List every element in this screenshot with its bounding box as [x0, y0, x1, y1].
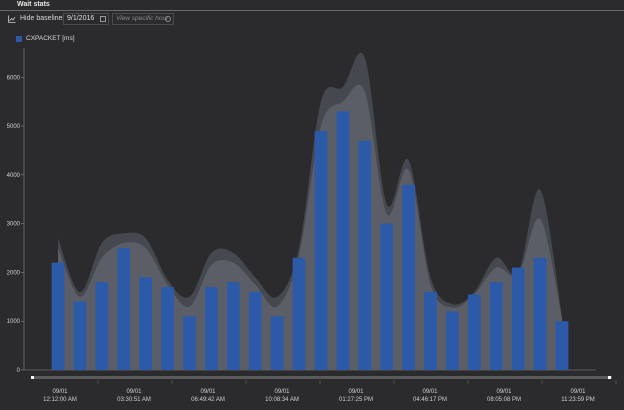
bar-19 — [467, 294, 481, 370]
y-tick-label: 5000 — [7, 124, 21, 130]
bar-10 — [270, 316, 284, 370]
x-tick-time: 04:46:17 PM — [413, 397, 447, 403]
bar-7 — [205, 287, 218, 370]
bar-11 — [292, 257, 306, 370]
x-tick-time: 10:08:34 AM — [265, 397, 299, 403]
scrollbar-handle-left — [31, 376, 34, 379]
bar-13 — [336, 111, 350, 370]
bar-16 — [402, 184, 415, 370]
bar-0 — [51, 262, 65, 370]
bar-2 — [95, 282, 109, 370]
y-tick-label: 3000 — [7, 222, 21, 228]
bar-5 — [161, 287, 174, 370]
bar-21 — [511, 267, 525, 370]
y-tick-label: 6000 — [7, 75, 21, 81]
x-tick-date: 09/01 — [422, 389, 438, 395]
x-tick-date: 09/01 — [52, 389, 68, 395]
chart-bars — [51, 111, 569, 370]
x-tick-date: 09/01 — [348, 389, 364, 395]
date-value: 9/1/2016 — [67, 15, 95, 22]
calendar-icon[interactable] — [100, 16, 106, 22]
bar-8 — [226, 282, 240, 370]
y-tick-label: 1000 — [7, 319, 21, 325]
clock-icon[interactable] — [165, 16, 171, 22]
x-tick-date: 09/01 — [126, 389, 142, 395]
x-tick-time: 03:30:51 AM — [117, 397, 151, 403]
x-axis-ticks: 09/01 12:12:00 AM 09/01 03:30:51 AM 09/01 06:… — [43, 380, 617, 403]
bar-20 — [489, 282, 503, 370]
bar-17 — [424, 291, 437, 370]
panel-title: Wait stats — [17, 1, 50, 8]
y-axis-ticks: 0 1000 2000 3000 4000 5000 6000 — [7, 75, 24, 374]
hide-baselines-button[interactable]: Hide baselines — [20, 15, 66, 22]
bar-9 — [248, 291, 262, 370]
x-tick-date: 09/01 — [496, 389, 512, 395]
bar-23 — [555, 321, 569, 370]
legend-swatch — [16, 36, 22, 42]
bar-12 — [314, 130, 328, 370]
x-tick-time: 11:23:59 PM — [561, 397, 595, 403]
y-tick-label: 4000 — [7, 173, 21, 179]
date-field[interactable]: 9/1/2016 — [63, 13, 109, 25]
panel-header: Wait stats — [0, 0, 624, 11]
bar-6 — [183, 316, 196, 370]
x-tick-date: 09/01 — [274, 389, 290, 395]
hour-placeholder: View specific hour — [116, 15, 169, 22]
scrollbar-track — [31, 376, 612, 379]
legend-label: CXPACKET [ms] — [26, 35, 75, 42]
bar-15 — [380, 223, 394, 370]
baseline-areas — [58, 52, 562, 371]
bar-14 — [358, 140, 372, 370]
bar-3 — [117, 248, 131, 370]
bar-4 — [139, 277, 153, 370]
scrollbar-handle-right — [608, 376, 611, 379]
toolbar: Hide baselines 9/1/2016 View specific ho… — [6, 13, 306, 27]
x-tick-date: 09/01 — [570, 389, 586, 395]
x-tick-time: 01:27:25 PM — [339, 397, 373, 403]
x-tick-time: 12:12:00 AM — [43, 397, 77, 403]
x-tick-time: 06:49:42 AM — [191, 397, 225, 403]
baseline-lower-area — [58, 84, 562, 371]
bar-18 — [446, 311, 459, 370]
hour-input[interactable]: View specific hour — [112, 13, 174, 25]
y-tick-label: 0 — [17, 368, 21, 374]
y-tick-label: 2000 — [7, 270, 21, 276]
x-tick-time: 08:05:08 PM — [487, 397, 521, 403]
hide-baselines-icon[interactable] — [8, 15, 16, 23]
x-tick-date: 09/01 — [200, 389, 216, 395]
bar-22 — [533, 257, 547, 370]
bar-1 — [73, 301, 87, 370]
x-scrollbar[interactable] — [31, 376, 612, 379]
